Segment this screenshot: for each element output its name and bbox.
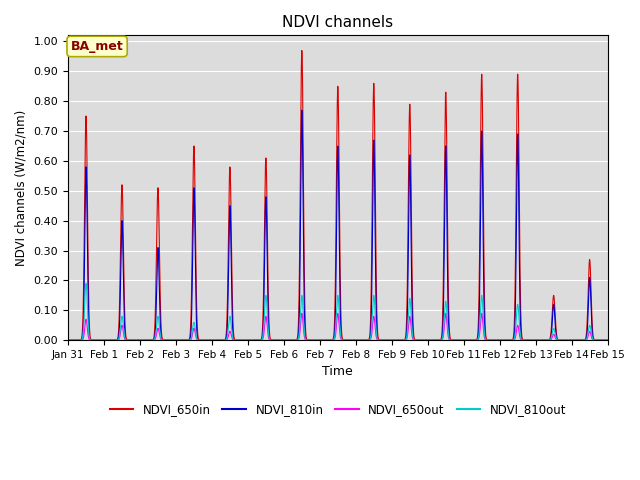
NDVI_650in	[568, 337, 575, 343]
NDVI_650out	[554, 337, 562, 343]
NDVI_810out	[575, 337, 583, 343]
NDVI_810out	[271, 337, 278, 343]
NDVI_650out	[478, 311, 486, 316]
NDVI_810in	[64, 337, 72, 343]
NDVI_810in	[568, 337, 575, 343]
NDVI_650out	[604, 337, 611, 343]
Line: NDVI_650in: NDVI_650in	[68, 50, 607, 340]
NDVI_810out	[554, 337, 562, 343]
NDVI_810out	[568, 337, 575, 343]
NDVI_650in	[575, 337, 583, 343]
NDVI_650out	[271, 337, 278, 343]
NDVI_650out	[575, 337, 583, 343]
NDVI_810in	[129, 337, 136, 343]
NDVI_810in	[402, 336, 410, 342]
NDVI_810out	[129, 337, 136, 343]
Title: NDVI channels: NDVI channels	[282, 15, 394, 30]
NDVI_650in	[554, 336, 562, 342]
Text: BA_met: BA_met	[71, 40, 124, 53]
NDVI_810out	[64, 337, 72, 343]
NDVI_650out	[64, 337, 72, 343]
NDVI_810in	[552, 323, 559, 329]
NDVI_650out	[568, 337, 575, 343]
NDVI_810out	[604, 337, 611, 343]
NDVI_810in	[554, 337, 562, 343]
Line: NDVI_650out: NDVI_650out	[68, 313, 607, 340]
NDVI_650in	[604, 337, 611, 343]
Line: NDVI_810in: NDVI_810in	[68, 110, 607, 340]
NDVI_810out	[82, 280, 90, 286]
NDVI_810in	[604, 337, 611, 343]
Y-axis label: NDVI channels (W/m2/nm): NDVI channels (W/m2/nm)	[15, 109, 28, 266]
NDVI_650out	[129, 337, 136, 343]
NDVI_650out	[552, 335, 559, 341]
NDVI_650in	[552, 314, 559, 320]
NDVI_810out	[402, 336, 410, 342]
NDVI_810in	[298, 108, 306, 113]
NDVI_650in	[298, 48, 306, 53]
NDVI_810in	[575, 337, 583, 343]
NDVI_650out	[402, 337, 410, 343]
NDVI_810in	[271, 337, 278, 343]
Line: NDVI_810out: NDVI_810out	[68, 283, 607, 340]
X-axis label: Time: Time	[323, 365, 353, 379]
NDVI_650in	[64, 337, 72, 343]
NDVI_650in	[129, 337, 136, 343]
NDVI_650in	[271, 337, 278, 343]
Legend: NDVI_650in, NDVI_810in, NDVI_650out, NDVI_810out: NDVI_650in, NDVI_810in, NDVI_650out, NDV…	[105, 398, 571, 420]
NDVI_810out	[552, 332, 559, 337]
NDVI_650in	[402, 333, 410, 338]
